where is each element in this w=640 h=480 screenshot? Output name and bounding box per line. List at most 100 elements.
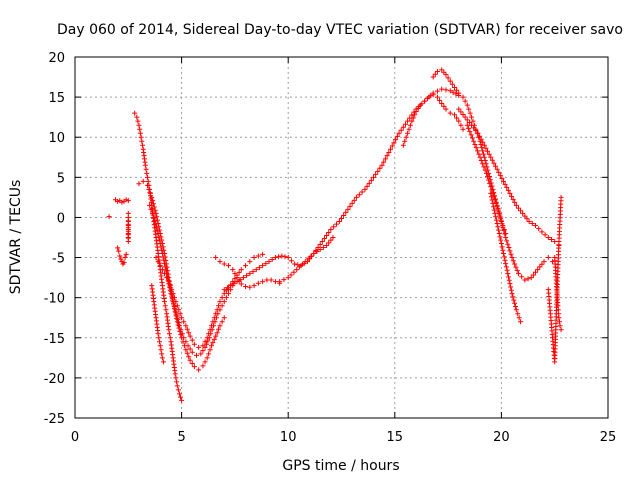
data-point <box>213 333 219 339</box>
data-point <box>176 391 182 397</box>
data-point <box>162 299 168 305</box>
data-point <box>558 194 564 200</box>
data-point <box>256 265 262 271</box>
data-point <box>150 201 156 207</box>
data-point <box>396 130 402 136</box>
data-point <box>458 122 464 128</box>
data-point <box>522 277 528 283</box>
data-point <box>469 135 475 141</box>
data-point <box>174 303 180 309</box>
data-point <box>148 206 154 212</box>
data-point <box>508 251 514 257</box>
data-point <box>430 92 436 98</box>
data-point <box>447 110 453 116</box>
data-point <box>402 121 408 127</box>
data-point <box>140 142 146 148</box>
x-tick-label: 5 <box>177 430 185 445</box>
data-point <box>234 279 240 285</box>
data-point <box>217 259 223 265</box>
data-point <box>137 126 143 132</box>
data-point <box>156 234 162 240</box>
data-point <box>394 133 400 139</box>
data-point <box>488 184 494 190</box>
data-point <box>213 311 219 317</box>
data-point <box>142 162 148 168</box>
data-point <box>493 214 499 220</box>
y-tick-label: -25 <box>44 412 65 427</box>
data-point <box>134 114 140 120</box>
data-point <box>138 134 144 140</box>
data-point <box>282 254 288 260</box>
data-point <box>536 226 542 232</box>
data-point <box>230 267 236 273</box>
data-point <box>147 190 153 196</box>
data-point <box>319 239 325 245</box>
data-point <box>174 379 180 385</box>
data-point <box>164 274 170 280</box>
series-track-13 <box>488 190 524 325</box>
data-point <box>146 186 152 192</box>
data-point <box>377 165 383 171</box>
data-point <box>204 335 210 341</box>
data-point <box>501 251 507 257</box>
y-tick-label: -5 <box>52 252 65 267</box>
data-point <box>339 215 344 221</box>
data-point <box>462 114 468 120</box>
data-point <box>497 172 503 178</box>
data-point <box>185 343 191 349</box>
data-point <box>454 87 460 93</box>
data-point <box>154 227 160 233</box>
data-point <box>388 146 394 152</box>
data-point <box>497 214 503 220</box>
data-point <box>497 234 503 240</box>
data-point <box>505 271 511 277</box>
data-point <box>472 141 478 147</box>
data-point <box>501 254 507 260</box>
data-point <box>509 291 515 297</box>
data-point <box>464 122 470 128</box>
data-point <box>422 98 428 104</box>
data-point <box>167 335 173 341</box>
data-point <box>502 181 508 187</box>
data-point <box>207 347 213 353</box>
data-point <box>266 259 272 265</box>
data-point <box>499 221 505 227</box>
x-tick-label: 0 <box>71 430 79 445</box>
data-point <box>184 350 190 356</box>
data-point <box>191 364 197 370</box>
data-point <box>504 184 510 190</box>
series-track-4 <box>153 251 266 350</box>
data-point <box>507 190 513 196</box>
data-point <box>415 105 421 111</box>
data-point <box>514 267 520 273</box>
data-point <box>488 190 494 196</box>
data-points-layer <box>106 67 564 403</box>
data-point <box>506 274 512 280</box>
data-point <box>328 237 334 243</box>
data-point <box>173 299 179 305</box>
data-point <box>178 394 184 400</box>
data-point <box>557 323 563 329</box>
y-tick-label: 5 <box>57 171 65 186</box>
data-point <box>320 245 326 251</box>
data-point <box>533 269 539 275</box>
data-point <box>149 194 155 200</box>
data-point <box>198 351 204 357</box>
data-point <box>480 151 486 157</box>
data-point <box>219 295 225 301</box>
data-point <box>216 303 222 309</box>
data-point <box>458 109 464 115</box>
data-point <box>137 130 143 136</box>
data-point <box>272 279 278 285</box>
data-point <box>510 294 516 300</box>
series-early-cluster-b <box>115 245 129 267</box>
data-point <box>453 91 459 97</box>
data-point <box>490 200 496 206</box>
series-isolated-start <box>106 214 112 220</box>
data-point <box>159 355 165 361</box>
data-point <box>486 151 492 157</box>
data-point <box>158 244 164 250</box>
data-point <box>291 269 297 275</box>
data-point <box>495 224 501 230</box>
data-point <box>343 209 349 215</box>
